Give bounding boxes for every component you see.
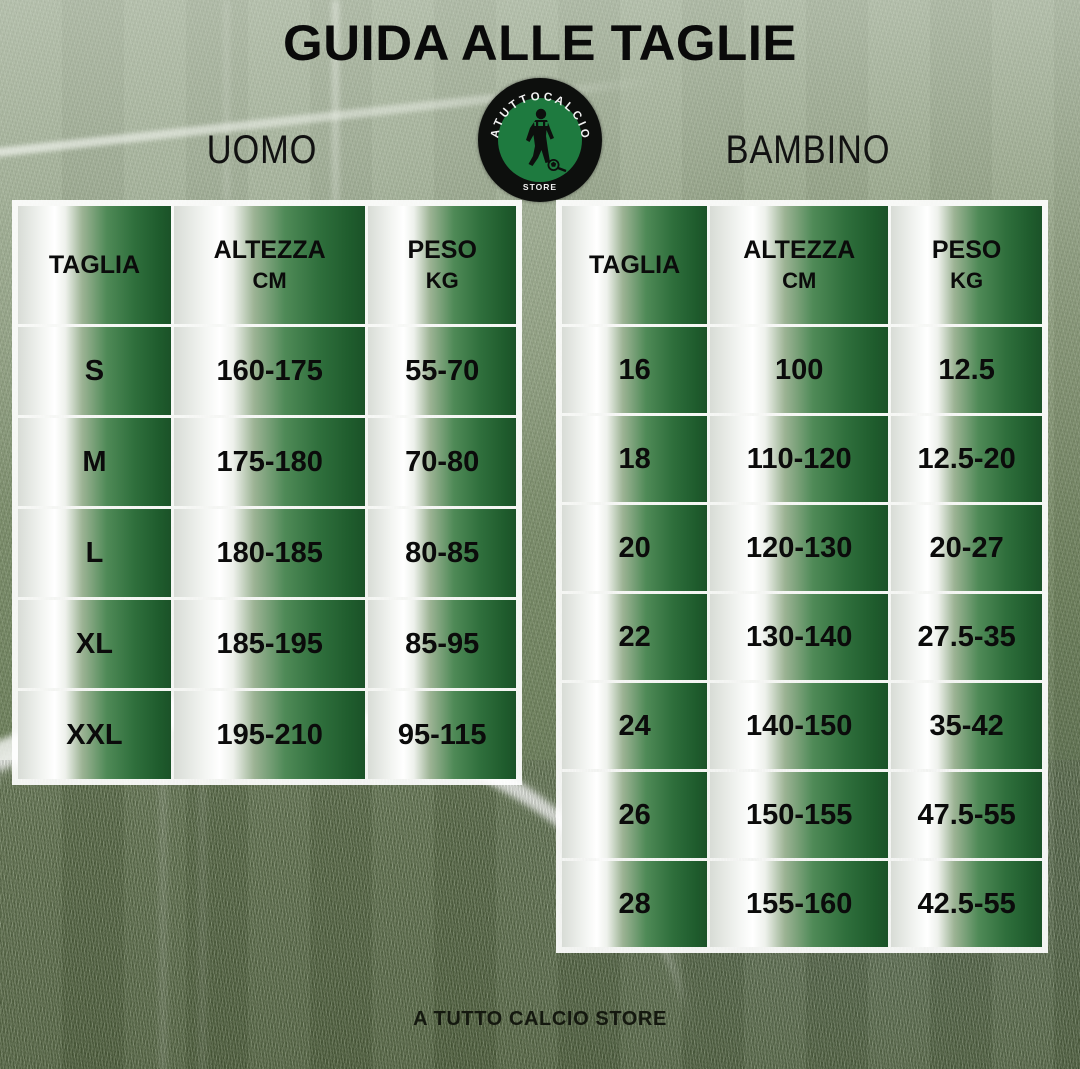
cell-peso: 20-27 bbox=[891, 505, 1042, 591]
cell-altezza: 130-140 bbox=[710, 594, 889, 680]
header-unit: KG bbox=[950, 267, 984, 293]
cell-taglia: S bbox=[18, 327, 171, 415]
size-table-kids: TAGLIA ALTEZZA CM PESO KG 16 100 12.5 18 bbox=[556, 200, 1048, 953]
cell-taglia: 28 bbox=[562, 861, 708, 947]
header-unit: CM bbox=[252, 267, 287, 293]
cell-taglia: 18 bbox=[562, 416, 708, 502]
cell-peso: 27.5-35 bbox=[891, 594, 1042, 680]
table-row: 20 120-130 20-27 bbox=[562, 505, 1042, 591]
table-row: S 160-175 55-70 bbox=[18, 327, 516, 415]
table-body-men: S 160-175 55-70 M 175-180 70-80 L 180-18… bbox=[18, 327, 516, 779]
table-row: 28 155-160 42.5-55 bbox=[562, 861, 1042, 947]
table-row: XXL 195-210 95-115 bbox=[18, 691, 516, 779]
cell-peso: 70-80 bbox=[368, 418, 516, 506]
cell-altezza: 155-160 bbox=[710, 861, 889, 947]
table-body-kids: 16 100 12.5 18 110-120 12.5-20 20 120-13… bbox=[562, 327, 1042, 947]
cell-altezza: 140-150 bbox=[710, 683, 889, 769]
brand-logo: A T U T T O C A L C I O STORE bbox=[478, 78, 602, 202]
table-row: L 180-185 80-85 bbox=[18, 509, 516, 597]
cell-altezza: 185-195 bbox=[173, 600, 366, 688]
header-unit: KG bbox=[425, 267, 459, 293]
header-label: PESO bbox=[407, 236, 477, 265]
header-unit: CM bbox=[782, 267, 817, 293]
logo-store-label: STORE bbox=[523, 182, 557, 192]
header-label: TAGLIA bbox=[48, 250, 141, 279]
cell-peso: 12.5 bbox=[891, 327, 1042, 413]
table-head-men: TAGLIA ALTEZZA CM PESO KG bbox=[18, 206, 516, 324]
header-cell-peso: PESO KG bbox=[368, 206, 516, 324]
header-cell-peso: PESO KG bbox=[891, 206, 1042, 324]
cell-peso: 55-70 bbox=[368, 327, 516, 415]
cell-altezza: 100 bbox=[710, 327, 889, 413]
table-row: 18 110-120 12.5-20 bbox=[562, 416, 1042, 502]
cell-altezza: 120-130 bbox=[710, 505, 889, 591]
cell-taglia: M bbox=[18, 418, 171, 506]
page-title: GUIDA ALLE TAGLIE bbox=[283, 15, 797, 71]
section-label-uomo: UOMO bbox=[206, 128, 318, 172]
cell-peso: 12.5-20 bbox=[891, 416, 1042, 502]
cell-altezza: 180-185 bbox=[173, 509, 366, 597]
cell-peso: 35-42 bbox=[891, 683, 1042, 769]
logo-graphics: A T U T T O C A L C I O STORE bbox=[489, 91, 591, 192]
header-label: TAGLIA bbox=[588, 250, 681, 279]
header-cell-altezza: ALTEZZA CM bbox=[710, 206, 889, 324]
table-row: 26 150-155 47.5-55 bbox=[562, 772, 1042, 858]
cell-peso: 47.5-55 bbox=[891, 772, 1042, 858]
soccer-player-icon bbox=[526, 108, 567, 173]
cell-peso: 95-115 bbox=[368, 691, 516, 779]
size-table-men: TAGLIA ALTEZZA CM PESO KG S 160-175 55-7… bbox=[12, 200, 522, 785]
cell-altezza: 160-175 bbox=[173, 327, 366, 415]
cell-taglia: XL bbox=[18, 600, 171, 688]
header-label: PESO bbox=[931, 236, 1002, 265]
table-row: M 175-180 70-80 bbox=[18, 418, 516, 506]
header-cell-taglia: TAGLIA bbox=[18, 206, 171, 324]
cell-taglia: 26 bbox=[562, 772, 708, 858]
table-head-kids: TAGLIA ALTEZZA CM PESO KG bbox=[562, 206, 1042, 324]
cell-taglia: XXL bbox=[18, 691, 171, 779]
cell-taglia: L bbox=[18, 509, 171, 597]
header-label: ALTEZZA bbox=[743, 236, 856, 265]
table-header-row: TAGLIA ALTEZZA CM PESO KG bbox=[562, 206, 1042, 324]
cell-peso: 42.5-55 bbox=[891, 861, 1042, 947]
table-row: 16 100 12.5 bbox=[562, 327, 1042, 413]
cell-taglia: 20 bbox=[562, 505, 708, 591]
header-label: ALTEZZA bbox=[213, 236, 326, 265]
cell-altezza: 110-120 bbox=[710, 416, 889, 502]
cell-peso: 80-85 bbox=[368, 509, 516, 597]
table-header-row: TAGLIA ALTEZZA CM PESO KG bbox=[18, 206, 516, 324]
cell-taglia: 22 bbox=[562, 594, 708, 680]
cell-taglia: 24 bbox=[562, 683, 708, 769]
cell-altezza: 175-180 bbox=[173, 418, 366, 506]
cell-taglia: 16 bbox=[562, 327, 708, 413]
section-label-bambino: BAMBINO bbox=[725, 128, 891, 172]
header-cell-altezza: ALTEZZA CM bbox=[173, 206, 366, 324]
cell-altezza: 150-155 bbox=[710, 772, 889, 858]
footer-brand-text: A TUTTO CALCIO STORE bbox=[413, 1008, 667, 1030]
header-cell-taglia: TAGLIA bbox=[562, 206, 708, 324]
table-row: 24 140-150 35-42 bbox=[562, 683, 1042, 769]
cell-altezza: 195-210 bbox=[173, 691, 366, 779]
table-row: XL 185-195 85-95 bbox=[18, 600, 516, 688]
table-row: 22 130-140 27.5-35 bbox=[562, 594, 1042, 680]
cell-peso: 85-95 bbox=[368, 600, 516, 688]
